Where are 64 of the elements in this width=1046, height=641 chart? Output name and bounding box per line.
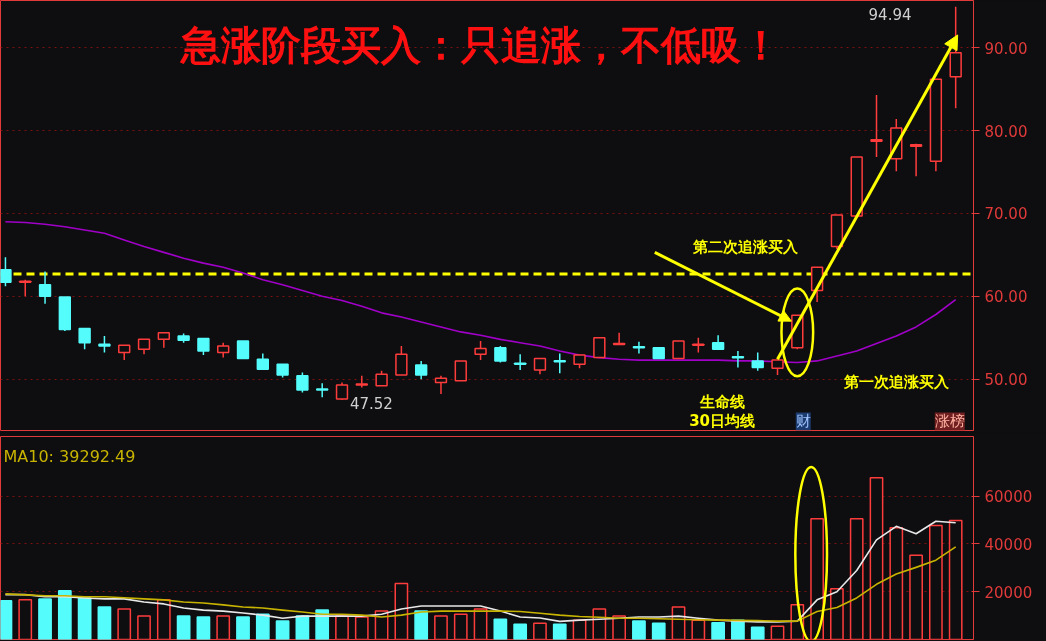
candlestick — [38, 270, 52, 305]
y-tick-label: 40000 — [984, 535, 1033, 554]
bar — [632, 620, 646, 640]
bar — [513, 623, 528, 640]
bar — [216, 615, 231, 640]
bar — [137, 615, 151, 640]
y-tick-label: 50.00 — [984, 371, 1028, 390]
bar — [849, 517, 864, 640]
bar — [711, 622, 726, 640]
bar — [929, 524, 943, 640]
bar — [0, 600, 13, 640]
bar — [830, 587, 844, 640]
annotation: 财 — [795, 412, 811, 431]
bar — [810, 517, 824, 640]
bar — [156, 599, 171, 640]
bar — [38, 598, 52, 640]
text: 急涨阶段买入：只追涨，不低吸！ — [178, 22, 781, 69]
bar — [731, 619, 745, 640]
annotation: 第二次追涨买入 — [692, 237, 800, 256]
annotation: 47.52 — [349, 394, 393, 413]
annotation: 涨榜 — [934, 412, 965, 431]
bar — [750, 626, 765, 640]
annotation: 30日均线 — [689, 412, 756, 431]
y-tick-label: 20000 — [984, 583, 1033, 602]
bar — [691, 619, 706, 640]
bar — [196, 616, 211, 640]
bar — [57, 590, 72, 640]
candlestick — [553, 352, 566, 375]
bar — [533, 622, 547, 640]
y-tick-label: 60.00 — [984, 288, 1028, 307]
bar — [275, 620, 290, 640]
annotation: MA10: 39292.49 — [3, 447, 136, 467]
bar — [255, 613, 270, 640]
annotation: 生命线 — [698, 392, 745, 411]
bar — [948, 519, 963, 640]
bar — [117, 608, 132, 640]
y-tick-label: 80.00 — [984, 122, 1028, 141]
candlestick — [316, 382, 329, 399]
bar — [176, 615, 191, 640]
bar — [869, 477, 884, 640]
candlestick — [414, 360, 428, 380]
bar — [651, 622, 666, 640]
line-series — [4, 546, 957, 622]
annotation: 第一次追涨买入 — [842, 372, 950, 391]
bar — [18, 599, 33, 640]
bar — [77, 597, 92, 640]
bar — [552, 623, 567, 640]
bar — [335, 615, 349, 640]
bar — [97, 606, 112, 640]
y-tick-label: 90.00 — [984, 39, 1028, 58]
bar — [453, 613, 468, 640]
bar — [354, 616, 369, 640]
annotation: 94.94 — [868, 6, 912, 25]
bar — [493, 618, 508, 640]
bar — [394, 582, 409, 640]
bar — [889, 526, 904, 640]
bar — [434, 615, 448, 640]
bar — [414, 610, 429, 640]
bar — [236, 616, 250, 640]
bar — [909, 554, 923, 640]
y-tick-label: 70.00 — [984, 205, 1028, 224]
y-tick-label: 60000 — [984, 488, 1033, 507]
candlestick — [949, 6, 962, 109]
bar — [612, 615, 627, 640]
